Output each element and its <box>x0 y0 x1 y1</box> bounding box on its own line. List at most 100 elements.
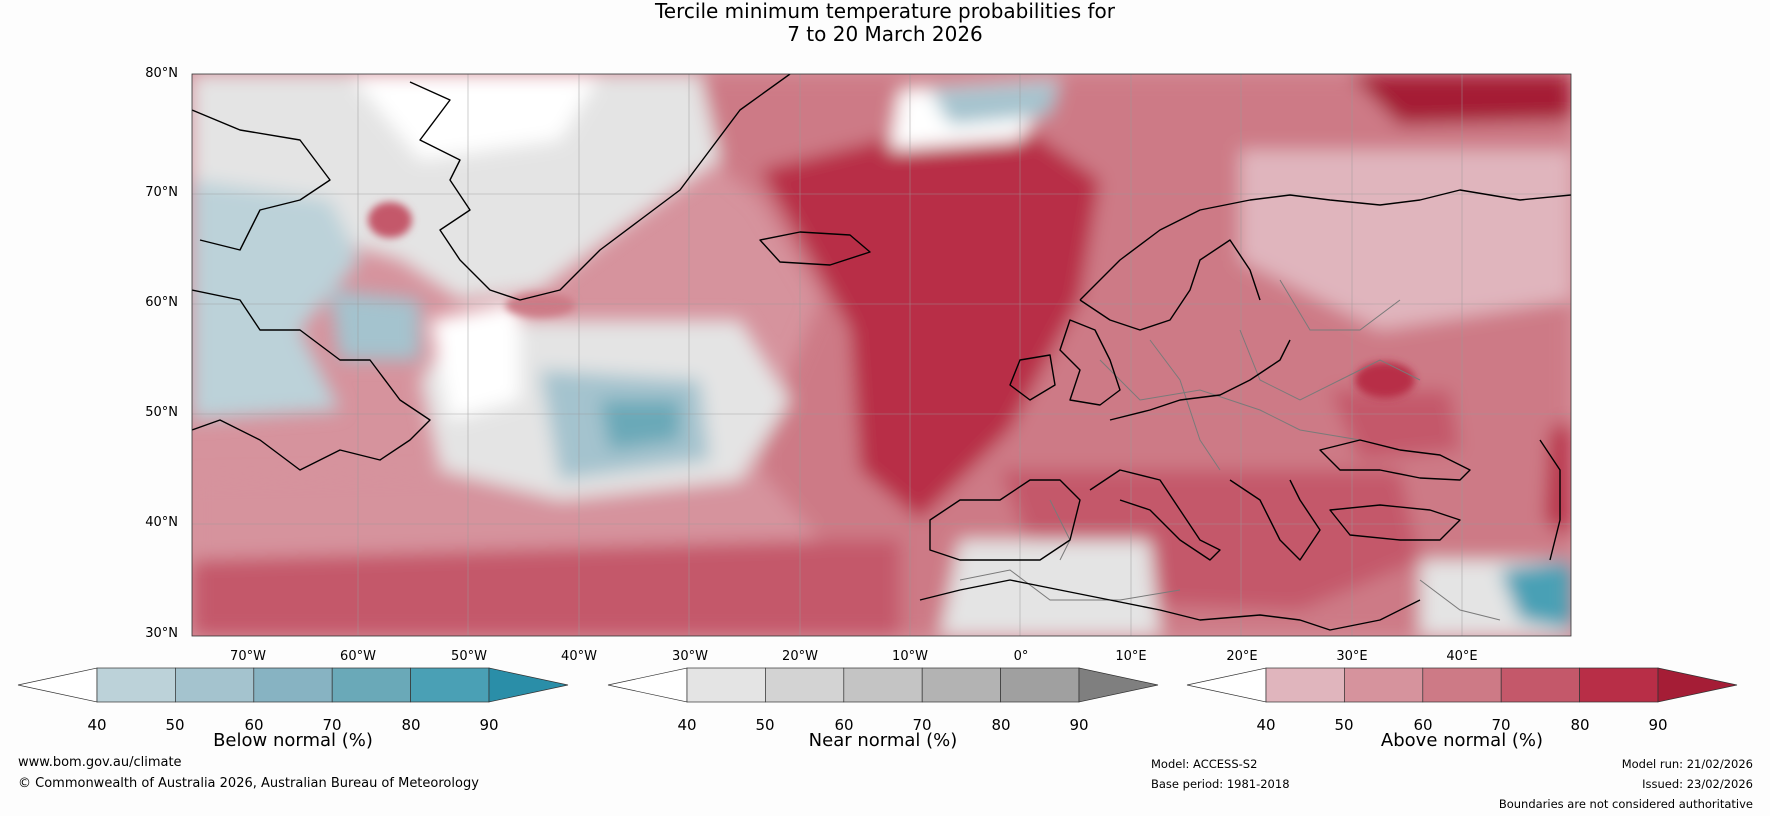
legend-above-tick: 80 <box>1570 716 1590 734</box>
black-sea-coast <box>1319 439 1471 481</box>
iceland-coast <box>759 231 871 266</box>
colorbar-segment <box>1500 667 1580 703</box>
north-europe-coast <box>1109 339 1291 421</box>
footer-model: Model: ACCESS-S2 <box>1151 757 1258 771</box>
colorbar-segment <box>1579 667 1659 703</box>
colorbar-extension-high <box>488 667 569 703</box>
lat-label-50n: 50°N <box>145 405 178 420</box>
colorbar-near <box>607 667 1159 703</box>
legend-near-tick: 60 <box>834 716 854 734</box>
lon-label-60w: 60°W <box>340 649 376 664</box>
lon-label-30e: 30°E <box>1336 649 1368 664</box>
greenland-coast <box>409 74 791 301</box>
border-3 <box>1239 329 1421 401</box>
iran-below <box>1500 560 1571 630</box>
subtropical-above <box>192 540 900 636</box>
border-1 <box>1099 359 1361 441</box>
footer-disclaimer: Boundaries are not considered authoritat… <box>1498 797 1753 811</box>
footer-model-run: Model run: 21/02/2026 <box>1621 757 1753 771</box>
country-borders <box>959 279 1501 621</box>
baffin-coast <box>192 109 331 251</box>
italy-coast <box>1089 469 1221 561</box>
footer-copyright: © Commonwealth of Australia 2026, Austra… <box>18 776 479 791</box>
title-line-1: Tercile minimum temperature probabilitie… <box>654 0 1116 23</box>
iberia-coast <box>929 479 1081 561</box>
colorbar-segment <box>765 667 845 703</box>
lat-label-80n: 80°N <box>145 66 178 81</box>
colorbar-segment <box>331 667 411 703</box>
colorbar-segment <box>175 667 255 703</box>
lat-label-30n: 30°N <box>145 626 178 641</box>
colorbar-segment <box>921 667 1001 703</box>
footer-base-period: Base period: 1981-2018 <box>1151 777 1290 791</box>
greenland-near-normal <box>192 74 720 300</box>
colorbar-segment <box>410 667 490 703</box>
lat-label-60n: 60°N <box>145 295 178 310</box>
anatolia-coast <box>1329 504 1461 541</box>
colorbar-segment <box>686 667 766 703</box>
baffin-hotspot <box>368 202 412 238</box>
lon-label-10w: 10°W <box>892 649 928 664</box>
probability-shading <box>192 74 1571 636</box>
legend-above-tick: 60 <box>1413 716 1433 734</box>
legend-near-tick: 80 <box>991 716 1011 734</box>
barents-above-core <box>1350 74 1571 125</box>
legend-above-title: Above normal (%) <box>1380 730 1544 751</box>
coastlines <box>192 74 1571 631</box>
lat-label-70n: 70°N <box>145 185 178 200</box>
labrador-coast <box>192 289 431 471</box>
subtropical-above-light <box>192 470 820 560</box>
legend-above-tick: 70 <box>1491 716 1511 734</box>
local-hotspots <box>368 202 1415 398</box>
white-patch-2 <box>350 74 600 160</box>
balkans-coast <box>1229 479 1321 561</box>
caspian-above <box>1545 420 1571 540</box>
legend-above-tick: 50 <box>1334 716 1354 734</box>
colorbar-segment <box>1344 667 1424 703</box>
legend-below-normal: 40 50 60 70 80 90 Below normal (%) <box>18 668 568 758</box>
legend-near-tick: 70 <box>912 716 932 734</box>
anatolia-above <box>1330 390 1460 460</box>
lat-label-40n: 40°N <box>145 515 178 530</box>
legend-below-tick: 90 <box>479 716 499 734</box>
svalbard-below <box>930 82 1060 125</box>
lon-label-30w: 30°W <box>672 649 708 664</box>
atlantic-above-core <box>760 110 1100 520</box>
title-line-2: 7 to 20 March 2026 <box>787 22 983 46</box>
colorbar-segment <box>843 667 923 703</box>
lon-label-20w: 20°W <box>782 649 818 664</box>
cape-farewell-hotspot <box>505 293 575 317</box>
legend-near-title: Near normal (%) <box>808 730 958 751</box>
colorbar-segment <box>1000 667 1080 703</box>
border-7 <box>1419 579 1501 621</box>
graticule <box>192 74 1571 636</box>
legend-below-tick: 40 <box>87 716 107 734</box>
ireland-coast <box>1009 354 1056 401</box>
colorbar-above <box>1186 667 1738 703</box>
chart-title: Tercile minimum temperature probabilitie… <box>0 0 1770 46</box>
white-patch-1 <box>430 300 520 420</box>
map-frame <box>191 73 1572 637</box>
probability-field <box>192 74 1571 636</box>
legend-below-tick: 80 <box>401 716 421 734</box>
border-4 <box>1279 279 1401 331</box>
lon-label-10e: 10°E <box>1115 649 1147 664</box>
canada-below-normal <box>192 180 360 420</box>
legend-near-tick: 40 <box>677 716 697 734</box>
caspian-coast <box>1539 439 1561 561</box>
lon-label-0: 0° <box>1013 649 1029 664</box>
scandinavia-north-coast <box>1079 189 1571 301</box>
legend-below-tick: 70 <box>322 716 342 734</box>
colorbar-extension-high <box>1657 667 1738 703</box>
scandinavia-south-coast <box>1079 239 1261 331</box>
colorbar-below <box>17 667 569 703</box>
footer-issued: Issued: 23/02/2026 <box>1642 777 1753 791</box>
footer-website: www.bom.gov.au/climate <box>18 755 182 770</box>
legend-near-tick: 50 <box>755 716 775 734</box>
colorbar-segment <box>1422 667 1502 703</box>
colorbar-extension-high <box>1078 667 1159 703</box>
labrador-below <box>330 290 420 360</box>
legend-above-tick: 40 <box>1256 716 1276 734</box>
lon-label-40e: 40°E <box>1446 649 1478 664</box>
